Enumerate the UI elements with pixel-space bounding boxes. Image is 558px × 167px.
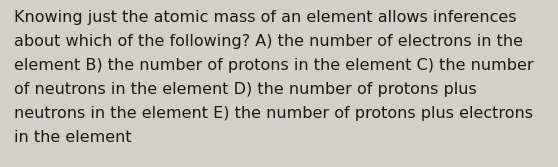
Text: in the element: in the element	[14, 130, 132, 145]
Text: Knowing just the atomic mass of an element allows inferences: Knowing just the atomic mass of an eleme…	[14, 10, 517, 25]
Text: about which of the following? A) the number of electrons in the: about which of the following? A) the num…	[14, 34, 523, 49]
Text: of neutrons in the element D) the number of protons plus: of neutrons in the element D) the number…	[14, 82, 477, 97]
Text: neutrons in the element E) the number of protons plus electrons: neutrons in the element E) the number of…	[14, 106, 533, 121]
Text: element B) the number of protons in the element C) the number: element B) the number of protons in the …	[14, 58, 533, 73]
